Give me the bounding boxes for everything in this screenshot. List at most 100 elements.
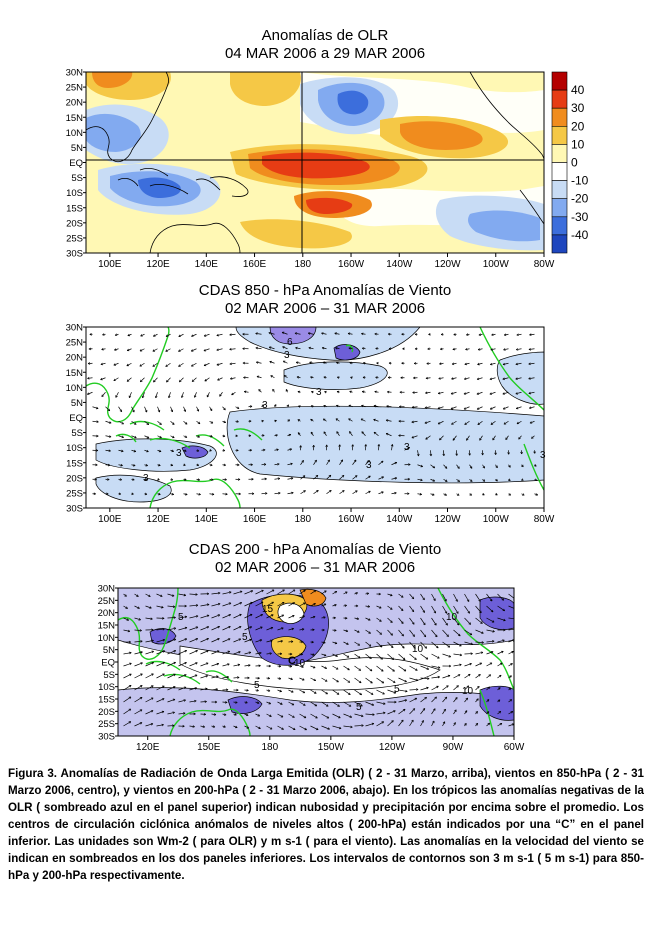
olr-y-tick-label: 25N — [66, 83, 84, 94]
wind-vector-head — [195, 615, 199, 618]
wind200-vector-field — [123, 589, 514, 731]
wind-vector-head — [121, 449, 124, 453]
wind-vector — [310, 431, 314, 436]
wind-vector-head — [236, 420, 239, 423]
wind-vector — [425, 377, 431, 379]
wind-vector — [431, 720, 435, 727]
wind-vector — [144, 435, 150, 439]
wind-vector — [365, 713, 375, 716]
wind-vector — [299, 701, 306, 706]
wind-vector-head — [436, 685, 439, 689]
wind-vector-head — [263, 448, 266, 452]
wind-vector — [430, 493, 435, 496]
wind-vector-head — [310, 418, 313, 422]
wind-vector-head — [348, 404, 352, 408]
wind-vector-head — [503, 422, 507, 425]
wind-vector — [134, 593, 139, 597]
wind-vector-head — [492, 437, 495, 441]
wind-vector-head — [393, 691, 397, 694]
wind-vector-head — [490, 362, 493, 366]
wind-vector-head — [127, 333, 131, 337]
wind200-x-tick-label: 60W — [504, 742, 525, 753]
wind-vector-head — [419, 492, 422, 496]
wind-vector — [310, 616, 316, 619]
wind-vector — [287, 492, 294, 495]
olr-y-tick-label: 10S — [66, 188, 83, 199]
wind-vector — [266, 701, 271, 705]
wind-vector-head — [216, 662, 220, 666]
wind-vector — [409, 605, 415, 612]
wind-vector-head — [184, 649, 187, 653]
wind-vector — [343, 665, 350, 671]
wind-vector-head — [239, 590, 243, 594]
wind-vector-head — [349, 390, 352, 394]
olr-title-line: Anomalías de OLR — [261, 27, 389, 44]
wind-vector-head — [227, 638, 231, 641]
wind-vector — [288, 641, 294, 643]
wind-vector-head — [298, 405, 301, 408]
wind-vector-head — [193, 712, 196, 716]
wind-vector — [178, 362, 184, 367]
wind-vector — [398, 593, 404, 598]
wind-vector-head — [464, 377, 467, 381]
wind-vector — [178, 333, 184, 337]
wind-vector-head — [469, 466, 473, 469]
wind-vector — [486, 662, 493, 667]
wind-vector-head — [165, 334, 169, 337]
wind-vector-head — [140, 662, 143, 665]
wind200-y-tick-label: 15S — [98, 695, 115, 706]
wind-vector-head — [93, 492, 96, 496]
wind-vector — [365, 701, 375, 706]
wind-vector-head — [255, 332, 258, 335]
wind-vector — [321, 603, 327, 607]
wind-vector — [497, 639, 505, 643]
wind-vector — [365, 629, 371, 634]
wind-vector-head — [486, 711, 490, 714]
wind-vector-head — [251, 492, 255, 496]
wind-vector-head — [184, 604, 187, 608]
wind-vector — [167, 593, 175, 597]
wind200-y-tick-label: 20N — [98, 608, 116, 619]
wind-vector — [486, 686, 490, 691]
wind-vector — [165, 333, 171, 337]
olr-y-tick-label: 15S — [66, 203, 83, 214]
wind-vector — [365, 689, 374, 695]
wind-vector-head — [511, 651, 514, 654]
wind200-x-tick-label: 120W — [379, 742, 406, 753]
wind-vector-head — [121, 435, 124, 439]
wind-vector — [200, 675, 208, 679]
wind-vector-head — [245, 713, 249, 717]
wind-vector-head — [358, 655, 361, 659]
wind-vector-head — [398, 419, 401, 423]
wind-vector-head — [195, 626, 199, 629]
wind-vector — [464, 617, 471, 625]
wind-vector-head — [475, 711, 478, 714]
olr-colorbar-label: -40 — [571, 228, 589, 242]
wind-vector-head — [284, 374, 287, 378]
wind-vector-head — [270, 626, 274, 630]
wind-vector-head — [204, 378, 208, 382]
wind-vector-head — [489, 662, 493, 665]
wind-vector — [145, 710, 154, 715]
wind-vector-head — [248, 664, 251, 667]
wind-vector — [497, 662, 503, 667]
wind-vector — [277, 614, 284, 619]
wind-vector — [200, 662, 209, 667]
wind-vector-head — [348, 347, 352, 350]
wind-vector — [310, 713, 318, 719]
olr-negative-west-pacific — [86, 113, 141, 152]
wind-vector-head — [227, 650, 231, 654]
wind-vector-head — [381, 680, 385, 684]
wind-vector-head — [387, 332, 391, 336]
wind-vector-head — [202, 725, 205, 728]
wind-vector — [528, 362, 535, 365]
wind-vector-head — [282, 346, 285, 349]
olr-subtitle-line: 04 MAR 2006 a 29 MAR 2006 — [224, 45, 426, 62]
wind-vector-head — [302, 690, 306, 694]
wind850-contour-label: 3 — [143, 473, 149, 484]
wind-vector — [310, 701, 317, 707]
wind-vector-head — [361, 431, 364, 434]
wind-vector-head — [440, 347, 443, 351]
wind-vector-head — [450, 392, 454, 395]
wind850-coastline-america — [479, 327, 544, 491]
